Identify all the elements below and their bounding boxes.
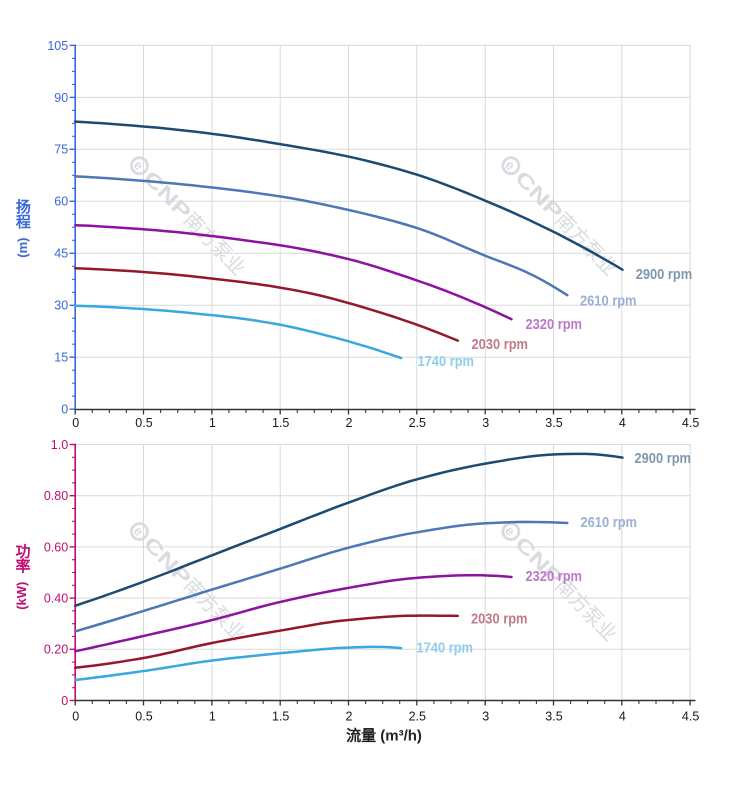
svg-text:2320 rpm: 2320 rpm: [526, 568, 583, 585]
svg-text:4: 4: [619, 416, 626, 430]
svg-text:(kW): (kW): [14, 582, 29, 610]
svg-text:1740 rpm: 1740 rpm: [418, 353, 475, 370]
svg-text:0: 0: [61, 403, 68, 417]
svg-text:2.5: 2.5: [409, 710, 426, 724]
svg-text:1.5: 1.5: [272, 710, 289, 724]
svg-text:4.5: 4.5: [682, 416, 699, 430]
svg-text:0.40: 0.40: [44, 592, 68, 606]
svg-text:(m): (m): [15, 237, 30, 257]
svg-text:0.60: 0.60: [44, 540, 68, 554]
svg-text:90: 90: [54, 91, 68, 105]
svg-text:60: 60: [54, 195, 68, 209]
svg-text:3.5: 3.5: [545, 416, 562, 430]
svg-text:45: 45: [54, 247, 68, 261]
svg-text:2.5: 2.5: [409, 416, 426, 430]
svg-text:1: 1: [209, 710, 216, 724]
svg-text:1.5: 1.5: [272, 416, 289, 430]
svg-text:2900 rpm: 2900 rpm: [636, 266, 693, 283]
svg-text:率: 率: [15, 557, 30, 575]
svg-text:0.5: 0.5: [135, 710, 152, 724]
svg-text:4.5: 4.5: [682, 710, 699, 724]
svg-text:30: 30: [54, 299, 68, 313]
svg-text:1740 rpm: 1740 rpm: [417, 639, 474, 656]
svg-text:0: 0: [72, 416, 79, 430]
svg-text:2: 2: [346, 416, 353, 430]
svg-text:0: 0: [61, 694, 68, 708]
svg-text:105: 105: [47, 39, 68, 53]
svg-text:4: 4: [619, 710, 626, 724]
svg-text:1.0: 1.0: [51, 438, 68, 452]
svg-text:0.80: 0.80: [44, 489, 68, 503]
svg-text:3.5: 3.5: [545, 710, 562, 724]
svg-text:2: 2: [346, 710, 353, 724]
svg-text:75: 75: [54, 143, 68, 157]
svg-text:2610 rpm: 2610 rpm: [581, 514, 638, 531]
svg-text:3: 3: [482, 710, 489, 724]
svg-text:0.5: 0.5: [135, 416, 152, 430]
svg-text:0.20: 0.20: [44, 643, 68, 657]
svg-text:3: 3: [482, 416, 489, 430]
svg-text:程: 程: [16, 214, 31, 231]
svg-text:扬: 扬: [16, 198, 31, 216]
svg-text:2320 rpm: 2320 rpm: [526, 316, 583, 333]
svg-text:0: 0: [72, 710, 79, 724]
svg-text:2610 rpm: 2610 rpm: [580, 292, 637, 309]
svg-text:功: 功: [15, 543, 30, 560]
svg-text:2030 rpm: 2030 rpm: [471, 610, 528, 627]
svg-text:2900 rpm: 2900 rpm: [635, 450, 692, 467]
svg-text:1: 1: [209, 416, 216, 430]
svg-text:流量 (m³/h): 流量 (m³/h): [346, 726, 422, 744]
svg-text:2030 rpm: 2030 rpm: [472, 336, 529, 353]
svg-text:15: 15: [54, 351, 68, 365]
